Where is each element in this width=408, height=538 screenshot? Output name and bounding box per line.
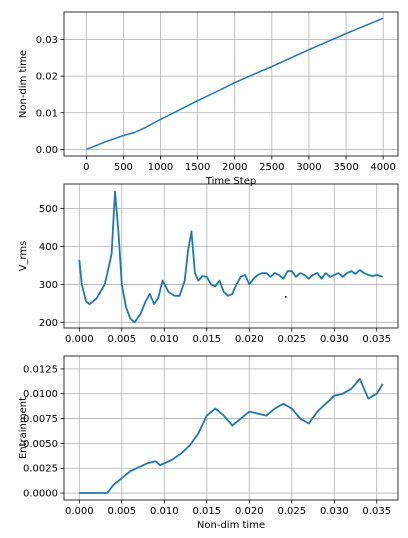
v-rms-x-tick-label: 0.005 (107, 334, 136, 345)
time-step-ticks: 0 500 1000 1500 2000 2500 3000 3500 4000 0.00 0.01… (36, 35, 396, 173)
y-axis-label-non-dim-time: Non-dim time (18, 50, 29, 118)
y-axis-label-v-rms: V_rms (18, 241, 29, 272)
time-step-plot (86, 17, 384, 151)
v-rms-x-tick-label: 0.020 (235, 334, 264, 345)
x-axis-label-non-dim-time: Non-dim time (197, 520, 265, 531)
v-rms-y-tick-label: 200 (39, 318, 58, 329)
entrainment-x-tick-label: 0.020 (235, 506, 264, 517)
entrainment-axes-frame (63, 355, 399, 501)
entrainment-x-tick-label: 0.010 (150, 506, 179, 517)
v-rms-y-tick-label: 300 (39, 280, 58, 291)
entrainment-x-tick-label: 0.025 (277, 506, 306, 517)
v-rms-ticks: 0.000 0.005 0.010 0.015 0.020 0.025 0.030 0.035… (39, 204, 391, 345)
entrainment-y-tick-label: 0.0025 (23, 464, 58, 475)
y-axis-label-entrainment: Entrainment (18, 397, 29, 459)
v-rms-x-tick-label: 0.025 (277, 334, 306, 345)
v-rms-x-tick-label: 0.015 (192, 334, 221, 345)
time-step-y-tick-label: 0.01 (36, 108, 58, 119)
entrainment-grid (64, 356, 398, 500)
entrainment-y-tick-label: 0.0100 (23, 389, 58, 400)
time-step-x-tick-label: 1000 (148, 162, 173, 173)
v-rms-y-tick-label: 500 (39, 204, 58, 215)
v-rms-panel: 0.000 0.005 0.010 0.015 0.020 0.025 0.030 0.035… (18, 183, 399, 345)
time-step-x-tick-label: 3000 (296, 162, 321, 173)
v-rms-x-tick-label: 0.010 (150, 334, 179, 345)
x-axis-label-time-step: Time Step (205, 176, 256, 187)
time-step-x-tick-label: 1500 (185, 162, 210, 173)
time-step-y-tick-label: 0.00 (36, 145, 58, 156)
entrainment-x-tick-label: 0.005 (107, 506, 136, 517)
entrainment-x-tick-label: 0.015 (192, 506, 221, 517)
entrainment-x-tick-label: 0.030 (320, 506, 349, 517)
v-rms-grid (64, 184, 398, 328)
v-rms-plot (78, 190, 383, 324)
entrainment-y-tick-label: 0.0075 (23, 414, 58, 425)
v-rms-x-tick-label: 0.000 (65, 334, 94, 345)
entrainment-ticks: 0.000 0.005 0.010 0.015 0.020 0.025 0.030 0.035… (23, 364, 391, 517)
time-step-axes-frame (63, 11, 399, 157)
time-step-grid (64, 12, 398, 156)
time-step-y-tick-label: 0.02 (36, 72, 58, 83)
time-step-x-tick-label: 0 (83, 162, 89, 173)
entrainment-x-tick-label: 0.035 (362, 506, 391, 517)
entrainment-panel: 0.000 0.005 0.010 0.015 0.020 0.025 0.030 0.035… (18, 355, 399, 531)
v-rms-axes-frame (63, 183, 399, 329)
time-step-x-tick-label: 4000 (370, 162, 395, 173)
time-step-y-tick-label: 0.03 (36, 35, 58, 46)
v-rms-series-line (78, 190, 383, 324)
entrainment-y-tick-label: 0.0050 (23, 439, 58, 450)
entrainment-y-tick-label: 0.0000 (23, 489, 58, 500)
entrainment-x-tick-label: 0.000 (65, 506, 94, 517)
entrainment-series-line (79, 377, 384, 494)
v-rms-x-tick-label: 0.030 (320, 334, 349, 345)
time-step-x-tick-label: 2000 (222, 162, 247, 173)
time-step-x-tick-label: 500 (114, 162, 133, 173)
entrainment-plot (79, 377, 384, 494)
time-step-panel: 0 500 1000 1500 2000 2500 3000 3500 4000 0.00 0.01… (18, 11, 399, 187)
v-rms-y-tick-label: 400 (39, 242, 58, 253)
v-rms-x-tick-label: 0.035 (362, 334, 391, 345)
entrainment-y-tick-label: 0.0125 (23, 364, 58, 375)
time-step-x-tick-label: 2500 (259, 162, 284, 173)
v-rms-outlier-point (284, 296, 287, 298)
time-step-x-tick-label: 3500 (333, 162, 358, 173)
time-step-series-line (86, 17, 384, 151)
